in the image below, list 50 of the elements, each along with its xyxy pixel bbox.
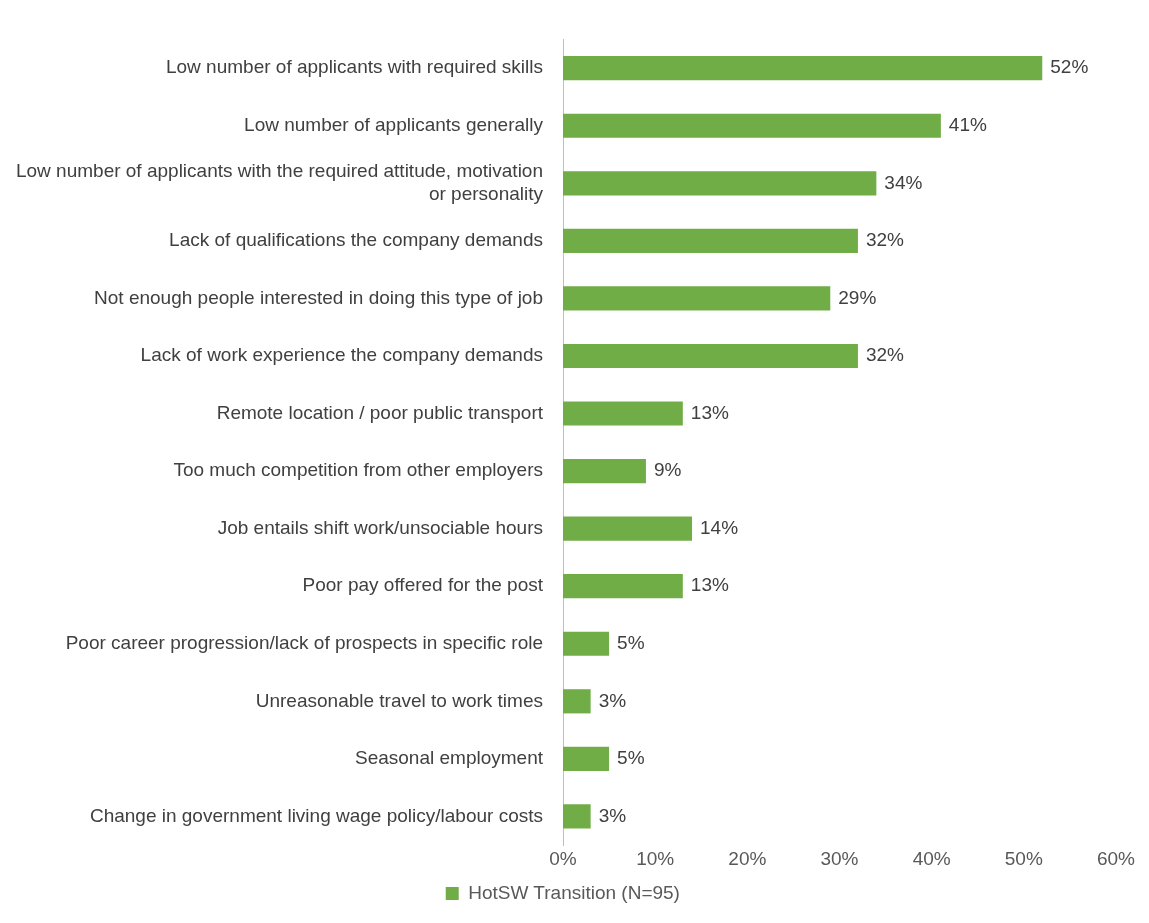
x-tick-label: 50% [1004,847,1043,869]
bar [563,689,591,714]
y-tick-label: Poor pay offered for the post [302,574,544,596]
bar [563,458,646,484]
y-tick-label: Poor career progression/lack of prospects in specific role [65,631,543,653]
data-label: 34% [884,171,923,193]
data-label: 13% [690,401,729,423]
y-tick-label: Unreasonable travel to work times [255,689,543,711]
y-tick-label: Lack of work experience the company demands [140,344,543,366]
data-label: 14% [700,516,739,538]
data-label: 5% [617,747,645,769]
bar [563,286,831,311]
y-tick-label: Change in government living wage policy/labour costs [89,804,543,826]
data-label: 3% [598,689,627,711]
bar [563,228,858,253]
bar [563,574,683,599]
data-label: 32% [865,344,905,366]
data-label: 52% [1050,56,1089,78]
x-tick-label: 30% [820,847,859,869]
bar [563,401,683,426]
y-tick-label: Low number of applicants with the required attitude, motivation or personality [15,160,544,204]
bar [563,113,941,138]
x-tick-label: 20% [728,847,767,869]
bar [563,516,693,541]
x-tick-label: 40% [912,847,951,869]
y-tick-label: Job entails shift work/unsociable hours [217,516,543,538]
y-tick-label: Remote location / poor public transport [216,401,544,423]
data-label: 13% [690,574,729,596]
y-tick-label: Too much competition from other employers [173,459,543,481]
data-label: 29% [838,286,877,308]
y-tick-label: Low number of applicants generally [244,113,544,135]
x-tick-label: 60% [1096,847,1136,869]
y-tick-label: Low number of applicants with required skills [165,56,543,78]
data-label: 32% [865,229,905,251]
legend-label: HotSW Transition (N=95) [468,881,680,903]
bar [563,804,591,829]
bar [563,343,858,369]
x-tick-label: 10% [636,847,675,869]
data-label: 9% [653,459,682,481]
bar [563,631,610,656]
data-label: 41% [948,113,988,135]
y-tick-label: Lack of qualifications the company demands [169,229,543,251]
bar [563,171,877,196]
bar [563,746,610,771]
data-label: 5% [617,631,645,653]
y-tick-label: Seasonal employment [355,747,544,769]
data-label: 3% [598,804,627,826]
bar [563,56,1043,81]
y-tick-label: Not enough people interested in doing this type of job [94,286,543,308]
x-tick-label: 0% [549,847,577,869]
